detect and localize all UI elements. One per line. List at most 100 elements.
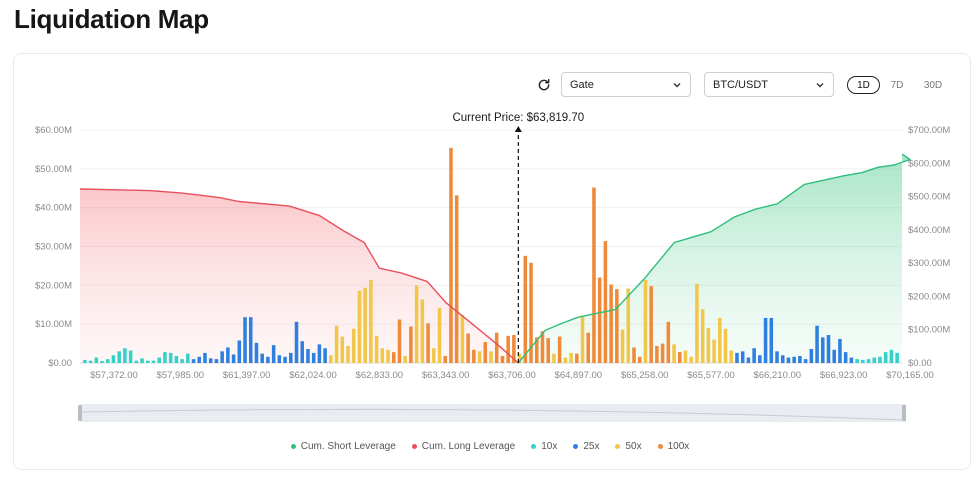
bar-10x bbox=[186, 353, 190, 363]
bar-100x bbox=[523, 255, 528, 363]
bar-25x bbox=[740, 351, 745, 363]
legend-item[interactable]: Cum. Short Leverage bbox=[290, 441, 396, 452]
y-left-tick-label: $30.00M bbox=[35, 242, 72, 253]
bar-10x bbox=[140, 358, 144, 363]
bar-10x bbox=[88, 360, 93, 363]
bar-100x bbox=[443, 356, 448, 363]
y-right-tick-label: $400.00M bbox=[908, 225, 950, 236]
scroll-handle-left[interactable] bbox=[78, 405, 82, 421]
bar-50x bbox=[729, 350, 734, 363]
bar-25x bbox=[191, 359, 196, 363]
bar-50x bbox=[437, 307, 442, 363]
bar-25x bbox=[311, 352, 316, 363]
bar-50x bbox=[672, 344, 676, 363]
chevron-down-icon bbox=[815, 80, 825, 90]
bar-100x bbox=[575, 353, 579, 363]
bar-50x bbox=[620, 329, 625, 363]
current-price-label: Current Price: $63,819.70 bbox=[452, 112, 584, 124]
bar-50x bbox=[420, 299, 425, 363]
bar-50x bbox=[369, 279, 373, 363]
refresh-button[interactable] bbox=[536, 77, 552, 93]
bar-10x bbox=[855, 359, 859, 363]
y-left-tick-label: $0.00 bbox=[48, 358, 72, 369]
legend-item[interactable]: 100x bbox=[657, 441, 689, 452]
bar-25x bbox=[237, 340, 242, 363]
bar-100x bbox=[586, 332, 591, 363]
legend-item[interactable]: Cum. Long Leverage bbox=[411, 441, 516, 452]
bar-50x bbox=[517, 353, 522, 363]
legend-label: Cum. Long Leverage bbox=[421, 441, 516, 452]
x-tick-label: $57,985.00 bbox=[157, 370, 205, 381]
pair-select[interactable]: BTC/USDT bbox=[704, 72, 834, 97]
pair-select-value: BTC/USDT bbox=[713, 78, 768, 91]
bar-10x bbox=[94, 357, 99, 363]
bar-25x bbox=[289, 352, 293, 363]
bar-25x bbox=[277, 355, 282, 363]
range-scrollbar[interactable] bbox=[78, 404, 906, 422]
bar-10x bbox=[105, 359, 110, 363]
bar-10x bbox=[895, 352, 899, 363]
bar-50x bbox=[706, 328, 711, 363]
bar-50x bbox=[477, 351, 482, 363]
x-tick-label: $65,258.00 bbox=[621, 370, 669, 381]
bar-25x bbox=[231, 354, 236, 363]
legend-item[interactable]: 25x bbox=[573, 441, 599, 452]
bar-50x bbox=[569, 352, 573, 363]
bar-10x bbox=[151, 360, 156, 363]
range-1d-button[interactable]: 1D bbox=[847, 76, 880, 94]
bar-100x bbox=[655, 345, 659, 363]
range-7d-button[interactable]: 7D bbox=[890, 79, 904, 91]
cum-long-leverage-area bbox=[80, 189, 519, 363]
bar-10x bbox=[157, 357, 161, 363]
bar-25x bbox=[323, 348, 327, 363]
bar-25x bbox=[775, 351, 779, 363]
y-left-tick-label: $50.00M bbox=[35, 164, 72, 175]
bar-25x bbox=[197, 356, 202, 363]
bar-10x bbox=[128, 350, 133, 363]
bar-50x bbox=[432, 348, 436, 363]
bar-10x bbox=[100, 361, 104, 363]
legend-dot-icon bbox=[573, 444, 579, 449]
bar-25x bbox=[803, 359, 808, 363]
bar-50x bbox=[363, 287, 367, 363]
bar-25x bbox=[226, 347, 230, 363]
x-tick-label: $66,923.00 bbox=[820, 370, 868, 381]
x-tick-label: $65,577.00 bbox=[687, 370, 735, 381]
exchange-select[interactable]: Gate bbox=[561, 72, 691, 97]
x-tick-label: $63,706.00 bbox=[488, 370, 536, 381]
legend-label: 25x bbox=[583, 441, 600, 452]
y-right-tick-label: $700.00M bbox=[908, 125, 950, 136]
bar-100x bbox=[534, 337, 539, 363]
chevron-down-icon bbox=[672, 80, 682, 90]
bar-10x bbox=[878, 356, 882, 363]
range-30d-button[interactable]: 30D bbox=[923, 79, 943, 91]
bar-25x bbox=[832, 349, 836, 363]
bar-50x bbox=[683, 350, 688, 363]
bar-100x bbox=[494, 332, 499, 363]
bar-50x bbox=[489, 351, 493, 363]
bar-50x bbox=[334, 325, 339, 363]
bar-10x bbox=[174, 356, 179, 363]
bar-25x bbox=[317, 344, 322, 363]
bar-100x bbox=[597, 277, 602, 363]
bar-25x bbox=[735, 352, 739, 363]
bar-25x bbox=[260, 353, 264, 363]
bar-50x bbox=[626, 288, 631, 363]
bar-100x bbox=[666, 321, 671, 363]
bar-100x bbox=[592, 187, 596, 363]
bar-10x bbox=[866, 359, 871, 363]
bar-50x bbox=[386, 349, 390, 363]
bar-50x bbox=[580, 315, 585, 363]
y-left-tick-label: $20.00M bbox=[35, 280, 72, 291]
bar-25x bbox=[758, 355, 762, 363]
bar-100x bbox=[483, 342, 488, 363]
legend-item[interactable]: 50x bbox=[615, 441, 642, 452]
bar-25x bbox=[266, 356, 270, 363]
legend-item[interactable]: 10x bbox=[531, 441, 557, 452]
legend-label: Cum. Short Leverage bbox=[300, 441, 396, 452]
bar-50x bbox=[712, 339, 716, 363]
bar-25x bbox=[208, 358, 213, 363]
bar-50x bbox=[346, 345, 350, 363]
bar-25x bbox=[746, 357, 751, 363]
scroll-handle-right[interactable] bbox=[902, 405, 906, 421]
